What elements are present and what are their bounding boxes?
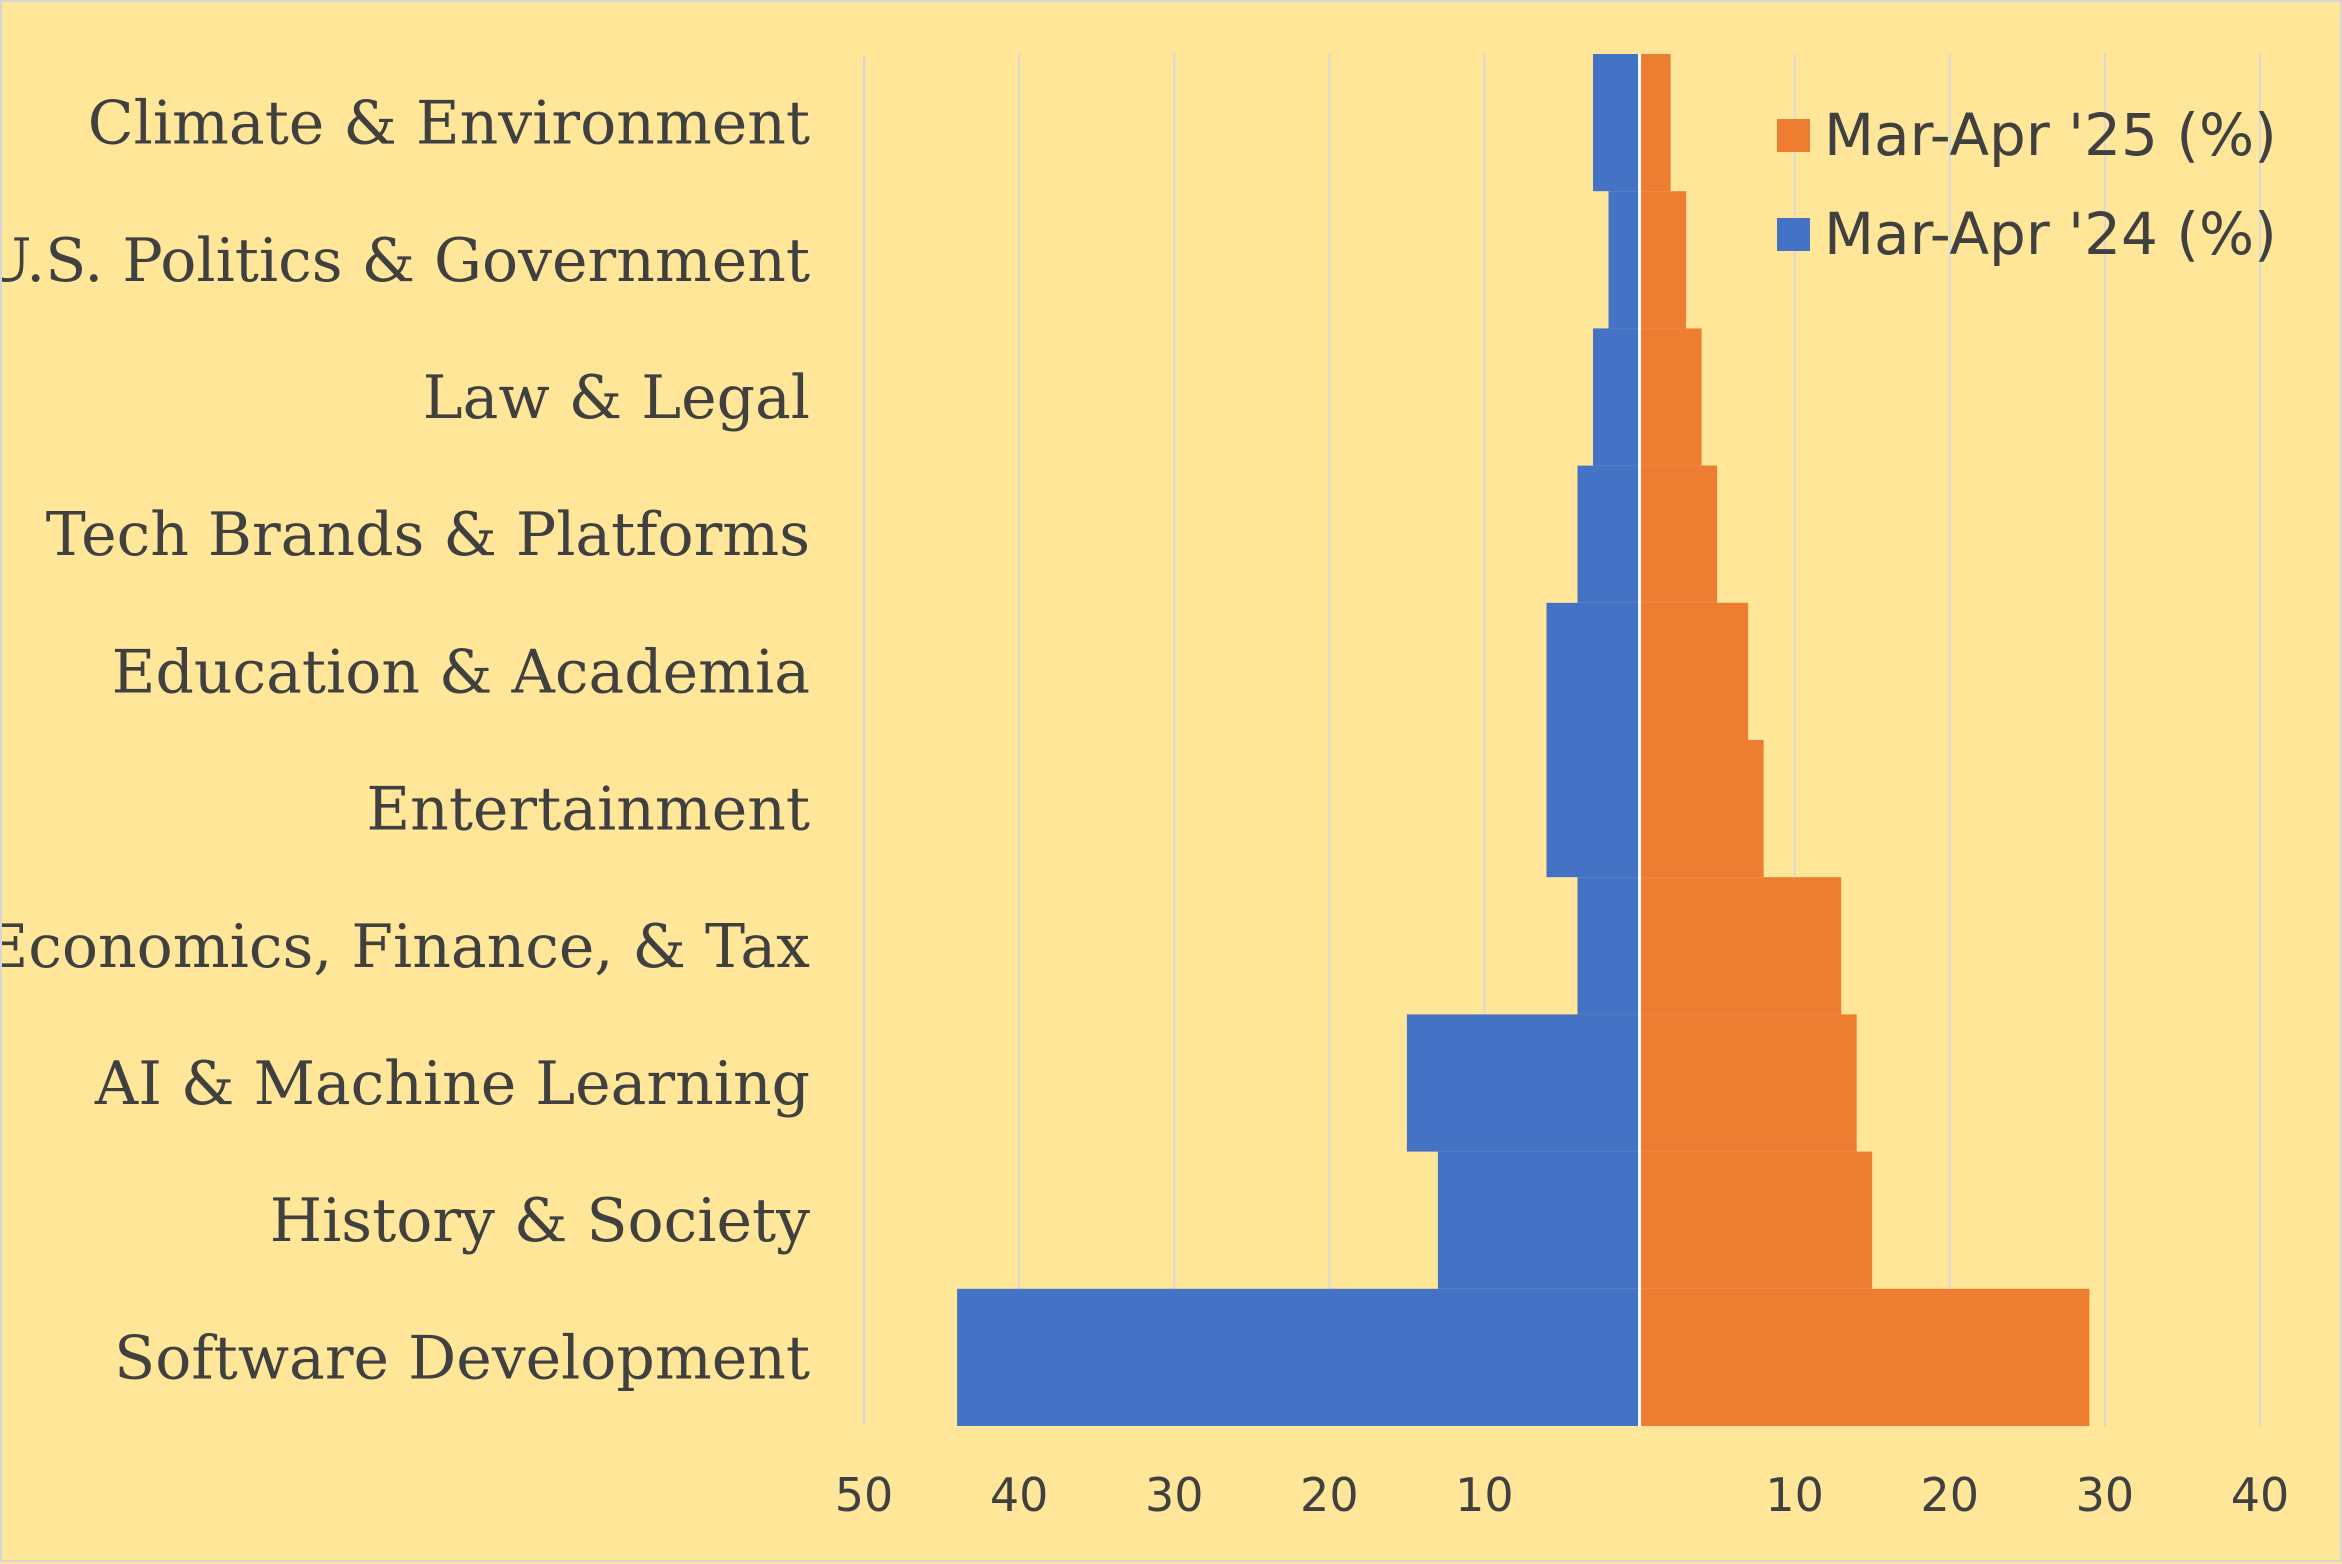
bar-2025-entertainment <box>1639 740 1764 878</box>
bar-2024-economics-finance-tax <box>1577 877 1640 1015</box>
bar-2025-economics-finance-tax <box>1639 877 1842 1015</box>
bar-2025-software-development <box>1639 1288 2090 1426</box>
category-label: Climate & Environment <box>88 89 810 159</box>
bar-2024-tech-brands-platforms <box>1577 465 1640 603</box>
x-tick-label: 30 <box>1145 1468 1204 1522</box>
legend: Mar-Apr '25 (%) Mar-Apr '24 (%) <box>1777 101 2277 268</box>
bar-2025-law-legal <box>1639 328 1702 466</box>
bar-2024-ai-machine-learning <box>1406 1014 1640 1152</box>
x-tick-label: 40 <box>990 1468 1049 1522</box>
x-tick-label: 50 <box>835 1468 894 1522</box>
legend-swatch-2025 <box>1777 119 1810 152</box>
category-label: Education & Academia <box>112 637 810 707</box>
bar-2025-u-s-politics-government <box>1639 191 1687 329</box>
legend-swatch-2024 <box>1777 218 1810 251</box>
x-tick-label: 20 <box>1921 1468 1980 1522</box>
bar-2025-tech-brands-platforms <box>1639 465 1718 603</box>
category-label: AI & Machine Learning <box>94 1049 810 1119</box>
category-label: Entertainment <box>366 775 810 845</box>
bar-2025-climate-environment <box>1639 54 1671 192</box>
legend-label-2024: Mar-Apr '24 (%) <box>1824 200 2277 268</box>
bar-2024-history-society <box>1437 1151 1640 1289</box>
x-tick-label: 30 <box>2076 1468 2135 1522</box>
bar-2024-software-development <box>957 1288 1640 1426</box>
bars <box>957 54 2090 1426</box>
bar-2024-climate-environment <box>1593 54 1640 192</box>
x-tick-label: 10 <box>1765 1468 1824 1522</box>
category-label: Tech Brands & Platforms <box>46 500 810 570</box>
bar-2024-u-s-politics-government <box>1608 191 1640 329</box>
bar-2025-ai-machine-learning <box>1639 1014 1857 1152</box>
bar-2024-education-academia <box>1546 602 1640 740</box>
bar-2024-law-legal <box>1593 328 1640 466</box>
x-tick-label: 10 <box>1455 1468 1514 1522</box>
x-tick-label: 40 <box>2231 1468 2290 1522</box>
category-labels: Climate & Environment U.S. Politics & Gov… <box>2 89 810 1394</box>
bar-2025-education-academia <box>1639 602 1749 740</box>
category-label: Law & Legal <box>423 363 810 433</box>
gridlines <box>863 54 2261 1426</box>
bar-2025-history-society <box>1639 1151 1873 1289</box>
bar-2024-entertainment <box>1546 740 1640 878</box>
x-tick-label: 20 <box>1300 1468 1359 1522</box>
category-label: Economics, Finance, & Tax <box>2 912 810 982</box>
category-label: U.S. Politics & Government <box>2 226 810 296</box>
category-label: Software Development <box>114 1323 810 1393</box>
legend-label-2025: Mar-Apr '25 (%) <box>1824 101 2277 169</box>
category-label: History & Society <box>270 1186 810 1256</box>
x-axis-tick-labels: 50 40 30 20 10 10 20 30 40 <box>835 1468 2290 1522</box>
